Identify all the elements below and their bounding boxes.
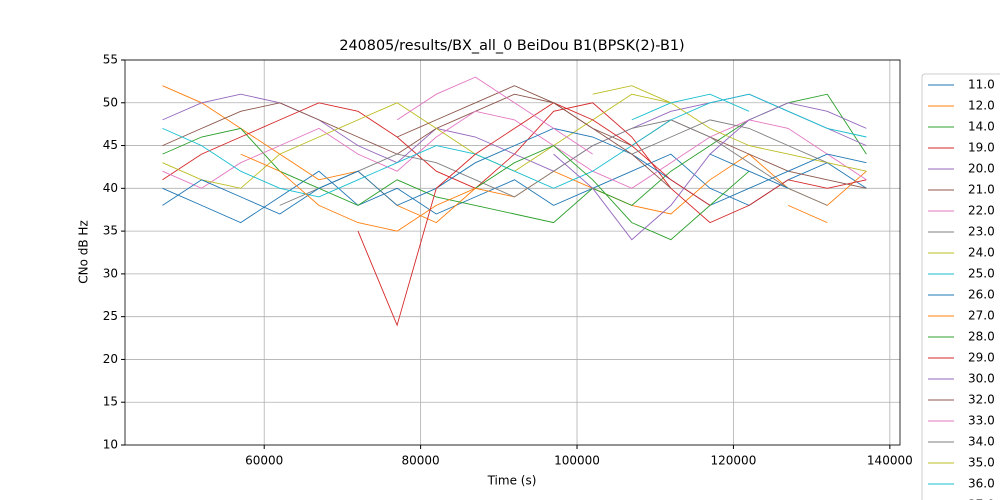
x-tick-label: 100000 (554, 454, 600, 468)
legend-label: 24.0 (968, 246, 995, 260)
legend-label: 20.0 (968, 162, 995, 176)
x-axis-label: Time (s) (487, 474, 537, 488)
legend-label: 27.0 (968, 309, 995, 323)
series-line (162, 93, 867, 189)
legend-label: 32.0 (968, 393, 995, 407)
legend-label: 29.0 (968, 351, 995, 365)
series-line (631, 93, 750, 121)
series-line (162, 127, 867, 215)
legend-label: 37.0 (968, 498, 995, 500)
legend-label: 12.0 (968, 99, 995, 113)
legend-label: 35.0 (968, 456, 995, 470)
series-line (709, 153, 789, 189)
series-line (475, 145, 750, 241)
y-tick-label: 50 (103, 95, 118, 109)
series-line (631, 119, 828, 164)
x-tick-label: 80000 (402, 454, 440, 468)
legend-label: 22.0 (968, 204, 995, 218)
series-line (240, 153, 828, 232)
series-line (162, 93, 867, 198)
series-line (592, 85, 672, 104)
y-axis-label: CNo dB Hz (77, 220, 91, 284)
legend-label: 23.0 (968, 225, 995, 239)
legend-label: 36.0 (968, 477, 995, 491)
chart-title: 240805/results/BX_all_0 BeiDou B1(BPSK(2… (339, 38, 684, 54)
series-line (396, 85, 672, 189)
y-tick-label: 55 (103, 53, 118, 67)
legend-label: 21.0 (968, 183, 995, 197)
legend-label: 11.0 (968, 78, 995, 92)
legend-label: 33.0 (968, 414, 995, 428)
legend-label: 25.0 (968, 267, 995, 281)
y-tick-label: 10 (103, 438, 118, 452)
legend-label: 26.0 (968, 288, 995, 302)
legend-label: 14.0 (968, 120, 995, 134)
y-tick-label: 35 (103, 224, 118, 238)
legend-label: 19.0 (968, 141, 995, 155)
y-tick-label: 45 (103, 138, 118, 152)
plot-frame (124, 59, 901, 446)
y-tick-label: 40 (103, 181, 118, 195)
series-line (279, 119, 828, 206)
y-tick-label: 25 (103, 309, 118, 323)
y-tick-label: 30 (103, 266, 118, 280)
series-line (396, 76, 593, 155)
x-tick-label: 140000 (867, 454, 913, 468)
legend-label: 30.0 (968, 372, 995, 386)
legend-box (921, 73, 1000, 500)
legend-label: 28.0 (968, 330, 995, 344)
y-tick-label: 20 (103, 352, 118, 366)
y-tick-label: 15 (103, 395, 118, 409)
x-tick-label: 120000 (711, 454, 757, 468)
series-line (357, 102, 711, 327)
series-line (162, 93, 867, 224)
legend-label: 34.0 (968, 435, 995, 449)
series-line (162, 93, 867, 189)
x-tick-label: 60000 (245, 454, 283, 468)
